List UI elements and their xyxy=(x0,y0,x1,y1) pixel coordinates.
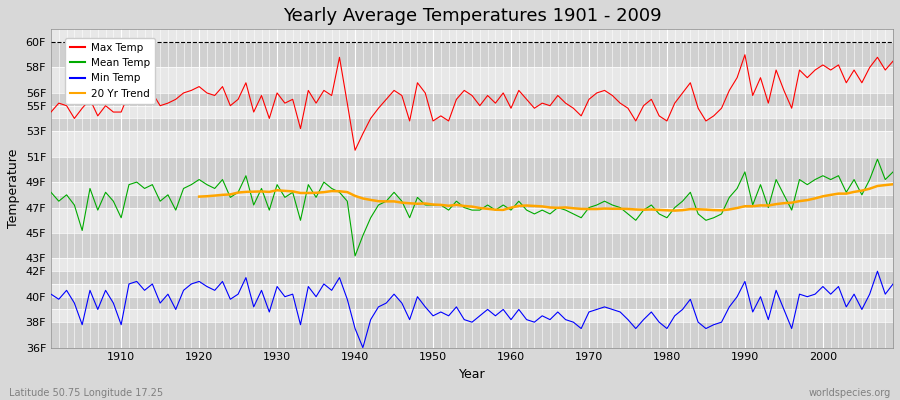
Bar xyxy=(51,258,893,271)
Bar xyxy=(51,284,893,297)
X-axis label: Year: Year xyxy=(459,368,485,381)
Bar xyxy=(51,42,893,68)
Bar xyxy=(51,233,893,258)
Bar xyxy=(51,208,893,233)
Bar xyxy=(51,195,893,208)
Bar xyxy=(51,322,893,348)
Text: worldspecies.org: worldspecies.org xyxy=(809,388,891,398)
Bar xyxy=(51,297,893,310)
Bar xyxy=(51,118,893,131)
Bar xyxy=(51,310,893,322)
Title: Yearly Average Temperatures 1901 - 2009: Yearly Average Temperatures 1901 - 2009 xyxy=(283,7,662,25)
Bar xyxy=(51,182,893,195)
Bar xyxy=(51,131,893,157)
Legend: Max Temp, Mean Temp, Min Temp, 20 Yr Trend: Max Temp, Mean Temp, Min Temp, 20 Yr Tre… xyxy=(65,38,155,104)
Bar xyxy=(51,68,893,93)
Bar xyxy=(51,271,893,284)
Bar xyxy=(51,106,893,118)
Bar xyxy=(51,93,893,106)
Bar xyxy=(51,157,893,182)
Y-axis label: Temperature: Temperature xyxy=(7,149,20,228)
Text: Latitude 50.75 Longitude 17.25: Latitude 50.75 Longitude 17.25 xyxy=(9,388,163,398)
